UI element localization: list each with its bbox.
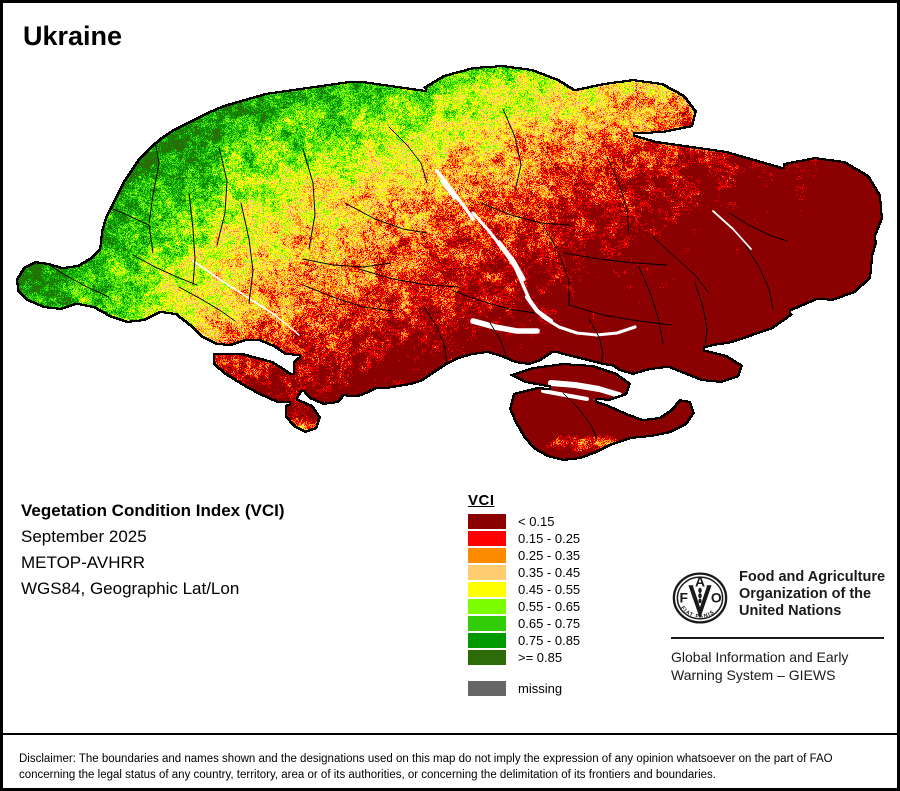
svg-text:A: A	[695, 573, 705, 589]
info-projection: WGS84, Geographic Lat/Lon	[21, 579, 240, 598]
legend-label: 0.65 - 0.75	[518, 616, 581, 631]
legend-label: 0.25 - 0.35	[518, 548, 581, 563]
legend-label: < 0.15	[518, 514, 555, 529]
legend-label: >= 0.85	[518, 650, 563, 665]
legend-item: 0.65 - 0.75	[468, 615, 580, 632]
legend-item: 0.45 - 0.55	[468, 581, 580, 598]
fao-branding-block: A F O FIAT PANIS Food and Agriculture Or…	[671, 569, 886, 684]
page-title: Ukraine	[23, 21, 123, 51]
info-period: September 2025	[21, 527, 147, 546]
map-info-block: Vegetation Condition Index (VCI) Septemb…	[21, 498, 441, 602]
legend-swatch	[468, 599, 506, 614]
fao-logo-icon: A F O FIAT PANIS	[672, 572, 728, 624]
legend-swatch-missing	[468, 681, 506, 696]
giews-line-1: Global Information and Early	[671, 649, 849, 665]
fao-name-line-3: United Nations	[739, 603, 842, 619]
legend-swatch	[468, 531, 506, 546]
vci-raster-map[interactable]	[3, 53, 897, 463]
fao-name-line-2: Organization of the	[739, 586, 872, 602]
legend-title: VCI	[468, 492, 495, 509]
legend-label-missing: missing	[518, 681, 563, 696]
fao-divider	[671, 637, 884, 639]
legend-item: < 0.15	[468, 513, 580, 530]
legend-swatch	[468, 565, 506, 580]
legend-item: 0.15 - 0.25	[468, 530, 580, 547]
disclaimer-text: Disclaimer: The boundaries and names sho…	[19, 753, 833, 781]
legend-label: 0.55 - 0.65	[518, 599, 581, 614]
disclaimer-divider	[3, 733, 897, 735]
legend-swatch	[468, 650, 506, 665]
legend-item-missing: missing	[468, 680, 580, 697]
legend-swatch	[468, 633, 506, 648]
legend-label: 0.75 - 0.85	[518, 633, 581, 648]
legend-swatch	[468, 582, 506, 597]
giews-system-name: Global Information and Early Warning Sys…	[671, 648, 886, 684]
legend-label: 0.35 - 0.45	[518, 565, 581, 580]
fao-name-line-1: Food and Agriculture	[739, 569, 886, 585]
legend-swatch	[468, 514, 506, 529]
legend-item: 0.75 - 0.85	[468, 632, 580, 649]
legend-swatch	[468, 548, 506, 563]
giews-line-2: Warning System – GIEWS	[671, 667, 836, 683]
legend-item: >= 0.85	[468, 649, 580, 666]
legend-label: 0.15 - 0.25	[518, 531, 581, 546]
fao-logo-and-name: A F O FIAT PANIS Food and Agriculture Or…	[671, 569, 886, 627]
legend-item: 0.55 - 0.65	[468, 598, 580, 615]
legend-item-list: < 0.15 0.15 - 0.25 0.25 - 0.35 0.35 - 0.45 0…	[468, 513, 580, 697]
map-legend: VCI < 0.15 0.15 - 0.25 0.25 - 0.35 0.35 - 0…	[468, 492, 580, 697]
svg-text:O: O	[711, 590, 722, 606]
legend-item: 0.35 - 0.45	[468, 564, 580, 581]
legend-swatch	[468, 616, 506, 631]
legend-item: 0.25 - 0.35	[468, 547, 580, 564]
info-indicator: Vegetation Condition Index (VCI)	[21, 501, 285, 520]
svg-text:F: F	[680, 590, 689, 606]
info-sensor: METOP-AVHRR	[21, 553, 146, 572]
legend-label: 0.45 - 0.55	[518, 582, 581, 597]
map-canvas-container[interactable]	[3, 53, 897, 463]
fao-organization-name: Food and Agriculture Organization of the…	[739, 569, 885, 620]
